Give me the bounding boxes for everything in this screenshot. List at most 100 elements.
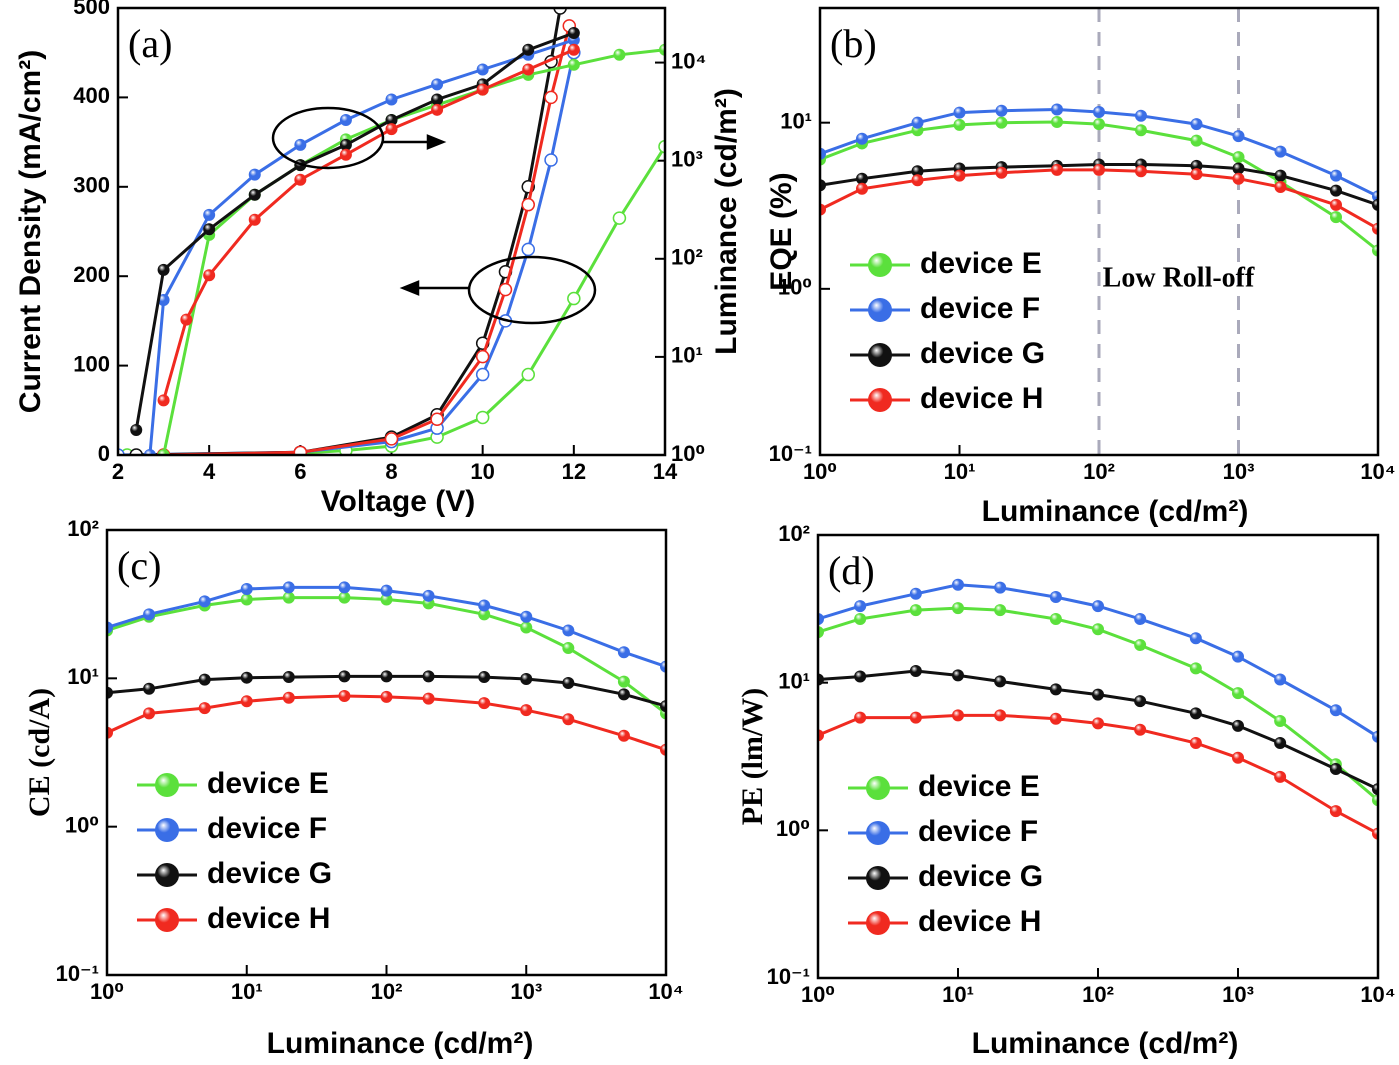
- series-line: [163, 25, 571, 455]
- data-point: [1330, 198, 1343, 211]
- series-line: [107, 694, 666, 752]
- data-point: [520, 704, 533, 717]
- data-point: [617, 675, 630, 688]
- data-point: [1051, 115, 1064, 128]
- x-tick-label: 10²: [371, 979, 403, 1004]
- legend-marker: [868, 388, 892, 412]
- data-point: [338, 670, 351, 683]
- ellipse: [271, 106, 385, 170]
- data-point: [339, 113, 352, 126]
- series-line: [127, 145, 665, 455]
- data-point: [1274, 181, 1287, 194]
- data-point: [520, 610, 533, 623]
- data-point: [1134, 124, 1147, 137]
- data-point: [475, 349, 490, 364]
- data-point: [198, 702, 211, 715]
- data-point: [567, 291, 581, 306]
- data-point: [1092, 717, 1104, 730]
- data-point: [180, 313, 193, 326]
- x-tick-label: 4: [203, 459, 216, 484]
- data-point: [157, 263, 170, 276]
- data-point: [240, 695, 253, 708]
- data-point: [1232, 172, 1245, 185]
- data-point: [143, 608, 156, 621]
- legend-marker: [155, 863, 179, 887]
- plot-area: [820, 103, 1378, 257]
- data-point: [567, 58, 580, 71]
- data-point: [1092, 688, 1104, 701]
- data-point: [1190, 168, 1203, 181]
- plot-frame: [818, 6, 1380, 457]
- data-point: [994, 604, 1007, 617]
- data-point: [953, 106, 966, 119]
- data-point: [1092, 600, 1104, 613]
- data-point: [953, 118, 966, 131]
- data-point: [1134, 612, 1147, 625]
- data-point: [911, 174, 924, 187]
- data-point: [854, 670, 867, 683]
- data-point: [818, 612, 824, 625]
- data-point: [1372, 244, 1378, 257]
- legend-marker: [866, 821, 890, 845]
- y-tick-label: 10⁻¹: [769, 441, 812, 466]
- data-point: [157, 294, 170, 307]
- data-point: [1051, 103, 1064, 116]
- annotation: Low Roll-off: [1103, 262, 1255, 293]
- data-point: [994, 675, 1007, 688]
- y-tick-label: 10⁰: [778, 275, 812, 300]
- data-point: [1372, 222, 1378, 235]
- x-tick-label: 10³: [1222, 982, 1254, 1007]
- data-point: [143, 682, 156, 695]
- y-tick-label: 10¹: [780, 108, 812, 133]
- panel-label: (c): [117, 543, 161, 588]
- data-point: [478, 671, 491, 684]
- data-point: [1330, 211, 1343, 224]
- x-tick-label: 10: [470, 459, 494, 484]
- data-point: [1232, 687, 1244, 700]
- data-point: [385, 123, 398, 136]
- arrow-head: [426, 134, 447, 150]
- data-point: [107, 726, 113, 739]
- data-point: [612, 211, 627, 225]
- y-tick-label: 10¹: [67, 664, 99, 689]
- data-point: [994, 709, 1007, 722]
- data-point: [203, 223, 216, 236]
- panel-label: (b): [830, 21, 877, 66]
- data-point: [617, 646, 630, 659]
- y2-axis-title: Luminance (cd/m²): [710, 88, 743, 355]
- y-tick-label: 0: [98, 441, 110, 466]
- data-point: [293, 445, 308, 455]
- x-tick-label: 10²: [1082, 982, 1114, 1007]
- ellipse: [467, 255, 597, 325]
- y-tick-label: 10⁰: [65, 812, 99, 837]
- data-point: [248, 188, 261, 201]
- data-point: [157, 449, 170, 455]
- data-point: [995, 104, 1008, 117]
- x-tick-label: 8: [385, 459, 397, 484]
- data-point: [129, 448, 143, 455]
- data-point: [911, 116, 924, 129]
- data-point: [198, 673, 211, 686]
- panel-label: (a): [128, 21, 172, 66]
- data-point: [855, 182, 868, 195]
- data-point: [820, 147, 826, 160]
- data-point: [818, 626, 824, 639]
- data-point: [855, 132, 868, 145]
- annotation-shapes: [271, 106, 597, 325]
- data-point: [240, 593, 253, 606]
- data-point: [1372, 730, 1378, 743]
- data-point: [338, 591, 351, 604]
- y-axis-title: PE (lm/W): [736, 688, 769, 825]
- legend-label: device F: [207, 812, 327, 845]
- data-point: [522, 43, 535, 56]
- y-axis-title: Current Density (mA/cm²): [14, 50, 47, 413]
- x-tick-label: 10¹: [942, 982, 974, 1007]
- data-point: [1232, 751, 1244, 764]
- data-point: [1093, 163, 1105, 176]
- data-point: [1189, 707, 1202, 720]
- data-point: [431, 78, 444, 91]
- data-point: [820, 179, 826, 192]
- x-axis-title: Voltage (V): [321, 485, 475, 518]
- data-point: [1092, 623, 1104, 636]
- panel-label: (d): [828, 548, 875, 593]
